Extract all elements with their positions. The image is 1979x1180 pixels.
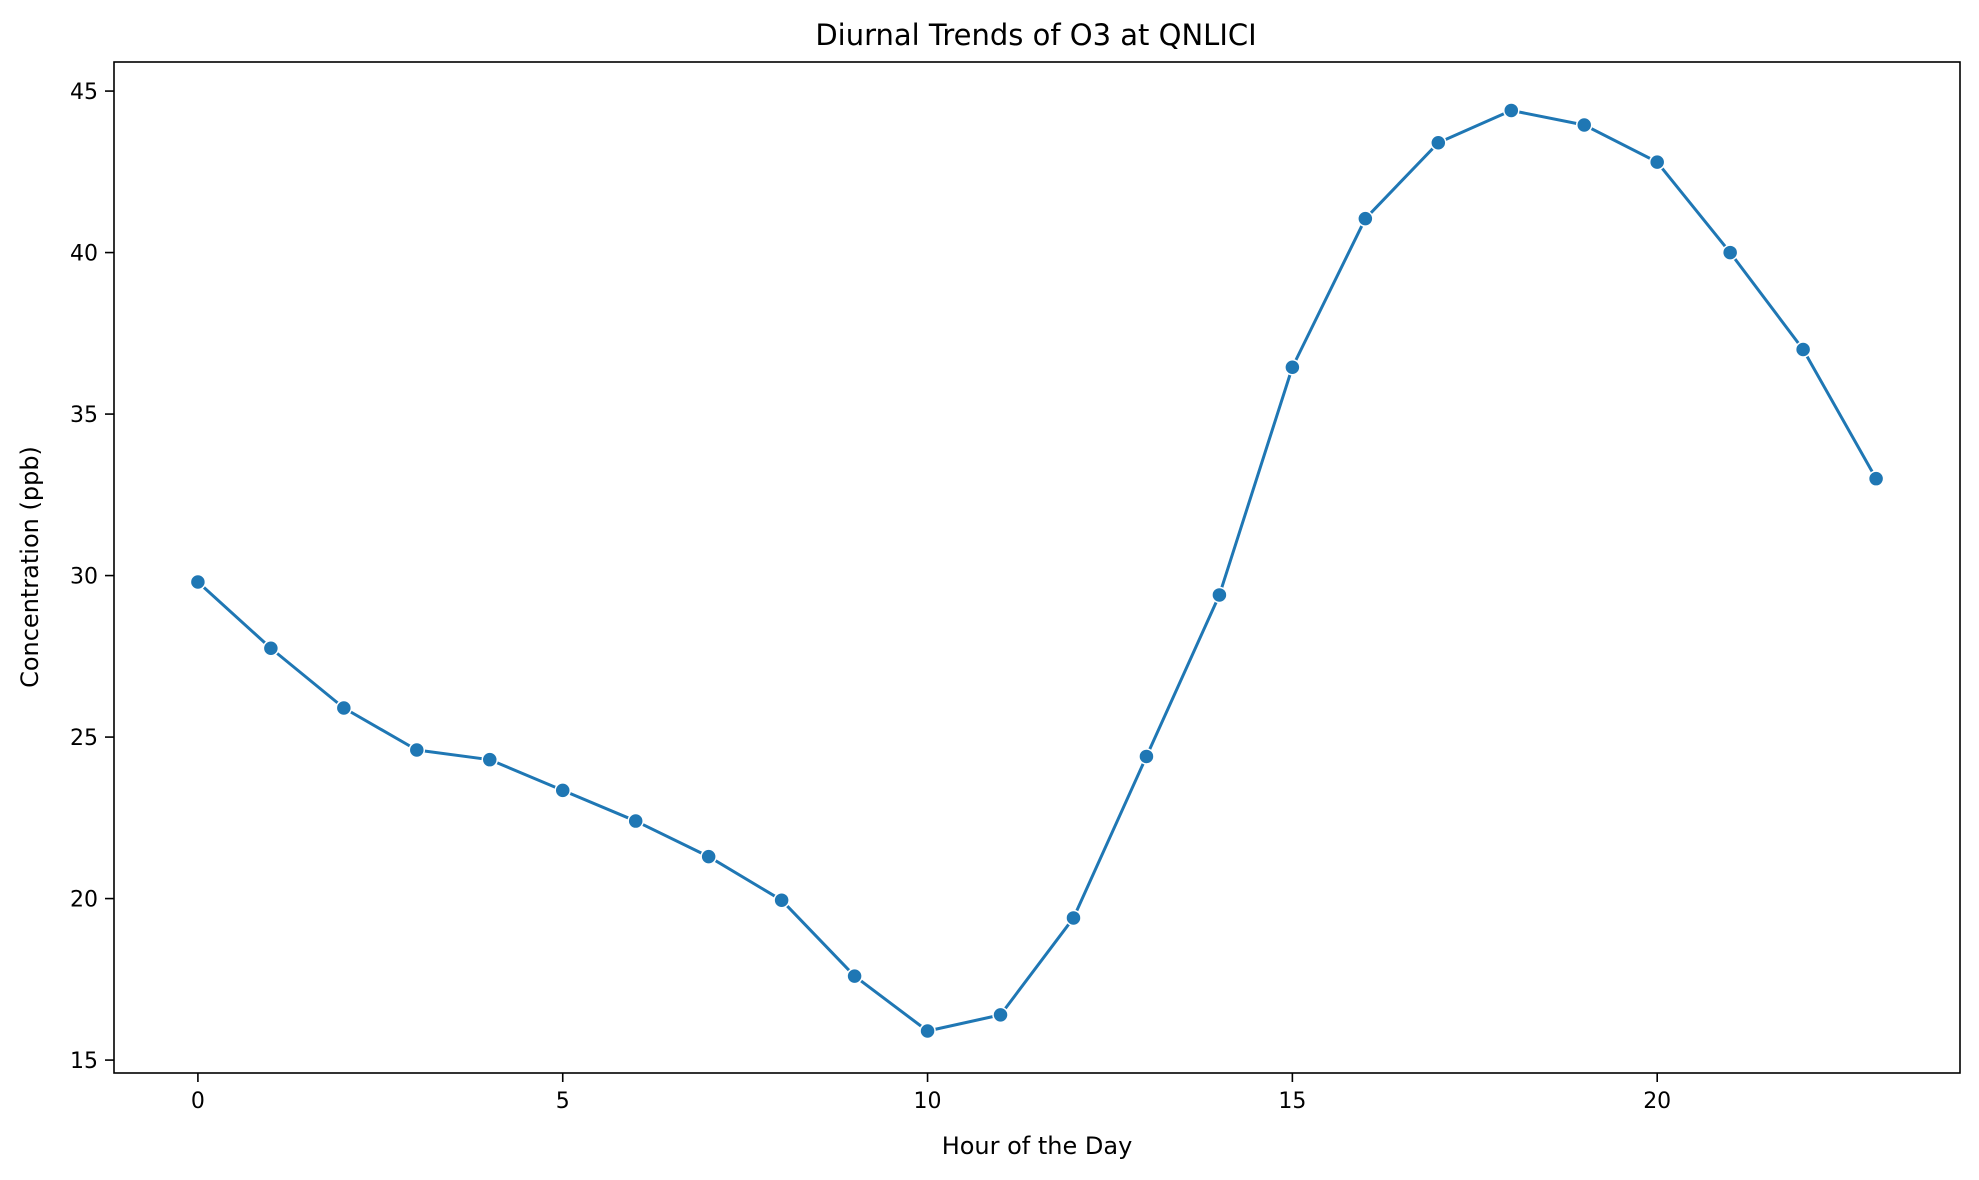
x-tick-label: 15 [1278,1089,1306,1114]
data-point [554,782,571,799]
data-point [1211,586,1228,604]
chart-title: Diurnal Trends of O3 at QNLICI [815,18,1256,52]
data-point [1284,358,1301,376]
data-point [1794,341,1812,358]
x-tick-label: 0 [191,1089,205,1114]
data-point [1065,909,1082,927]
data-point [1138,748,1155,765]
x-tick-label: 10 [914,1089,942,1114]
plot-area [189,102,1885,1040]
x-tick-label: 20 [1643,1089,1671,1114]
y-tick-label: 15 [70,1049,98,1074]
data-point [262,640,280,657]
y-tick-label: 25 [70,726,98,751]
y-tick-label: 20 [70,888,98,913]
data-point [481,751,499,768]
data-point [846,967,863,985]
x-axis-label: Hour of the Day [942,1132,1133,1160]
data-point [1867,470,1885,487]
data-point [627,812,644,830]
data-point [1721,244,1739,261]
data-point [700,848,717,865]
data-point [1357,210,1374,227]
data-point [408,741,426,759]
y-tick-label: 30 [70,565,98,590]
y-axis-label: Concentration (ppb) [16,446,44,688]
data-point [1430,134,1447,152]
data-point [1648,153,1666,171]
series-line [196,108,1878,1033]
data-point [992,1006,1009,1024]
data-point [1575,116,1593,134]
plot-frame [113,61,1961,1074]
data-point [773,891,790,909]
x-tick-label: 5 [556,1089,570,1114]
data-point [1503,102,1520,119]
y-tick-label: 45 [70,80,98,105]
data-point [189,573,207,591]
data-point [919,1022,936,1040]
y-tick-label: 40 [70,242,98,267]
data-point [335,699,353,717]
y-tick-label: 35 [70,403,98,428]
